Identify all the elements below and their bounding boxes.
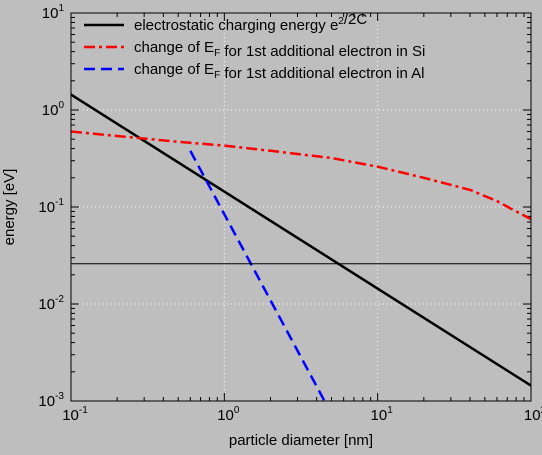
x-tick-label: 10-1 [62, 405, 88, 424]
x-tick-label: 102 [524, 405, 542, 424]
series-line-1 [70, 93, 532, 387]
legend-label: electrostatic charging energy e2/2C [134, 11, 367, 34]
x-tick-label: 101 [371, 405, 394, 424]
y-tick-label: 10-2 [38, 294, 64, 313]
y-tick-label: 10-1 [38, 197, 64, 216]
legend-label: change of EF for 1st additional electron… [134, 39, 425, 60]
y-axis-label: energy [eV] [1, 169, 18, 246]
y-tick-label: 101 [42, 3, 65, 22]
x-tick-label: 100 [217, 405, 240, 424]
series-line-3 [189, 150, 326, 402]
y-tick-label: 100 [42, 100, 65, 119]
x-tick-labels: 10-1 100 101 102 [62, 405, 542, 424]
grid [71, 13, 531, 401]
series-line-2 [70, 130, 532, 221]
legend-label: change of EF for 1st additional electron… [134, 61, 424, 82]
plot-frame [70, 12, 532, 402]
y-tick-label: 10-3 [38, 391, 64, 410]
x-axis-label: particle diameter [nm] [229, 432, 373, 449]
legend: electrostatic charging energy e2/2C chang… [84, 11, 425, 82]
y-tick-labels: 10-3 10-2 10-1 100 101 [38, 3, 64, 410]
